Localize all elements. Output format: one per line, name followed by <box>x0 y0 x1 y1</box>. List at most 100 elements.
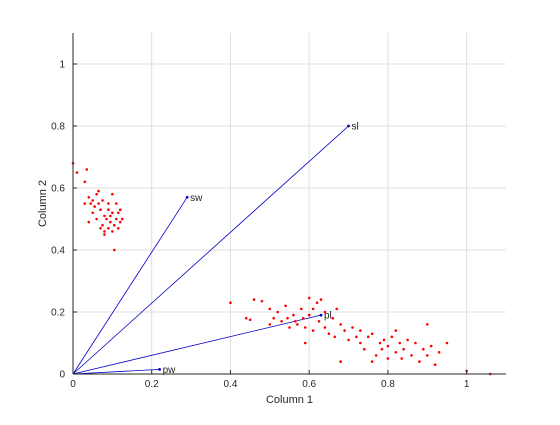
data-point <box>390 335 394 339</box>
data-point <box>425 323 429 326</box>
data-point <box>333 335 337 339</box>
data-point <box>394 329 398 332</box>
x-tick-label: 1 <box>464 379 470 390</box>
data-point <box>105 217 108 221</box>
data-points <box>71 161 492 376</box>
data-point <box>359 329 362 332</box>
data-point <box>307 296 311 300</box>
y-tick-label: 0.2 <box>51 308 65 319</box>
data-point <box>109 214 112 218</box>
data-point <box>284 304 287 308</box>
data-point <box>339 323 342 326</box>
data-point <box>87 220 91 224</box>
data-point <box>103 233 106 236</box>
vector-label-sl: sl <box>352 122 359 133</box>
data-point <box>97 202 100 205</box>
y-axis-label: Column 2 <box>37 180 49 227</box>
data-point <box>280 320 283 323</box>
data-point <box>301 316 305 320</box>
x-axis-label: Column 1 <box>266 394 313 406</box>
data-point <box>116 211 120 215</box>
data-point <box>276 310 279 314</box>
data-point <box>99 227 102 230</box>
data-point <box>113 248 116 252</box>
data-point <box>327 332 331 336</box>
data-point <box>317 320 321 323</box>
data-point <box>323 326 327 329</box>
data-point <box>75 171 79 174</box>
data-point <box>335 307 339 311</box>
data-point <box>244 316 248 320</box>
data-point <box>386 357 390 360</box>
data-point <box>303 326 307 329</box>
data-point <box>91 211 94 215</box>
data-point <box>120 217 124 221</box>
vector-labels: sl sw pl pw <box>163 122 359 376</box>
vector-label-pl: pl <box>324 311 332 322</box>
data-point <box>303 341 307 345</box>
data-point <box>111 211 114 215</box>
data-point <box>107 208 110 211</box>
y-tick-label: 0.6 <box>51 184 65 195</box>
data-point <box>101 199 104 202</box>
data-point <box>398 341 402 345</box>
data-point <box>311 329 315 332</box>
data-point <box>429 344 433 348</box>
data-point <box>370 332 374 336</box>
data-point <box>315 301 319 305</box>
axes <box>72 33 506 375</box>
data-point <box>91 199 94 202</box>
vector-tip-sw <box>185 195 189 199</box>
data-point <box>378 341 382 345</box>
vector-line-sw <box>72 197 188 375</box>
data-point <box>111 230 114 233</box>
vector-label-pw: pw <box>163 365 177 376</box>
data-point <box>118 208 122 211</box>
data-point <box>95 217 98 221</box>
data-point <box>103 230 106 233</box>
vector-line-sl <box>72 125 349 375</box>
data-point <box>268 307 272 311</box>
data-point <box>418 360 421 363</box>
data-point <box>103 214 106 218</box>
data-point <box>422 347 425 351</box>
data-point <box>300 307 303 311</box>
data-point <box>115 202 118 205</box>
data-point <box>400 357 403 360</box>
data-point <box>260 299 264 303</box>
vector-lines <box>72 124 350 375</box>
data-point <box>331 316 335 320</box>
vector-line-pw <box>72 368 160 375</box>
data-point <box>382 338 386 342</box>
data-point <box>359 341 362 345</box>
data-point <box>311 307 315 311</box>
data-point <box>248 318 252 322</box>
data-point <box>272 316 276 320</box>
data-point <box>268 323 272 326</box>
y-tick-label: 0 <box>59 370 65 381</box>
data-point <box>83 202 87 205</box>
vector-tip-pl <box>319 313 323 317</box>
x-tick-label: 0.6 <box>302 379 316 390</box>
vector-label-sw: sw <box>190 193 203 204</box>
data-point <box>87 196 91 199</box>
data-point <box>437 351 441 354</box>
data-point <box>410 354 413 357</box>
data-point <box>386 344 390 348</box>
data-point <box>355 335 358 339</box>
y-tick-label: 0.8 <box>51 122 65 133</box>
x-tick-label: 0.4 <box>224 379 238 390</box>
data-point <box>380 347 384 351</box>
data-point <box>97 189 100 193</box>
data-point <box>95 192 98 196</box>
data-point <box>406 338 409 342</box>
data-point <box>362 347 366 351</box>
data-point <box>307 313 311 317</box>
data-point <box>93 205 96 208</box>
data-point <box>118 220 122 224</box>
data-point <box>414 341 417 345</box>
x-tick-label: 0.2 <box>145 379 159 390</box>
y-tick-label: 0.4 <box>51 246 65 257</box>
